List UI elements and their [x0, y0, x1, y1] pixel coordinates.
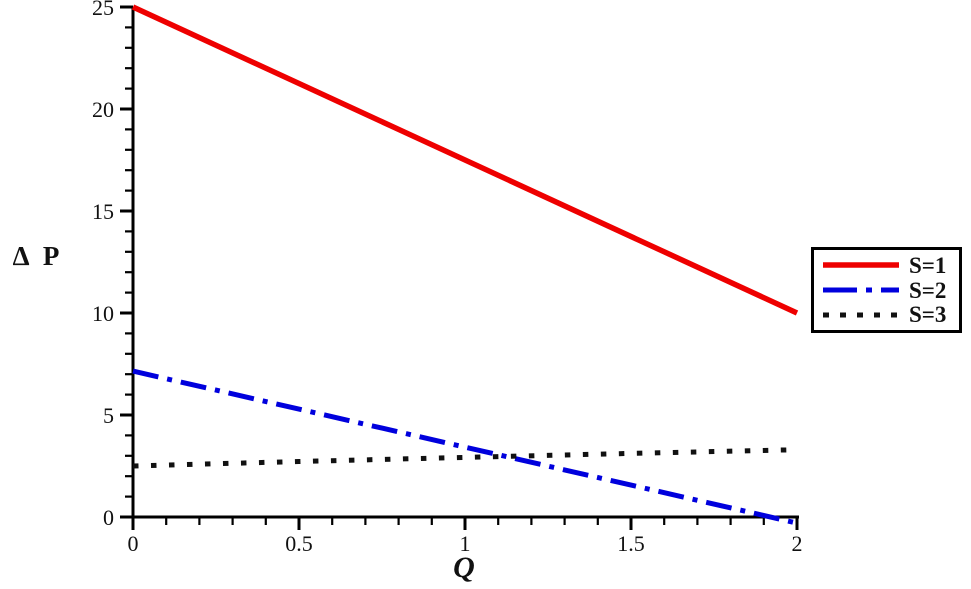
- legend-line-sample: [823, 312, 899, 318]
- series-line-s-2: [132, 368, 798, 526]
- legend-item: S=2: [821, 278, 954, 303]
- x-tick-label: 0.5: [285, 531, 313, 556]
- series-line-s-3: [132, 447, 798, 469]
- legend-item: S=1: [821, 253, 954, 278]
- legend-line-sample: [823, 262, 899, 269]
- y-axis-title: Δ P: [12, 241, 60, 271]
- x-axis-title: Q: [453, 551, 475, 584]
- y-tick-label: 10: [92, 301, 114, 326]
- series-line-s-1: [131, 4, 799, 316]
- x-tick-label: 0: [128, 531, 139, 556]
- y-tick-label: 25: [92, 0, 114, 20]
- y-tick-label: 5: [103, 403, 114, 428]
- legend-line-sample: [823, 287, 899, 293]
- legend: S=1 S=2 S=3: [811, 247, 962, 333]
- y-tick-label: 15: [92, 199, 114, 224]
- legend-item-label: S=1: [909, 252, 947, 278]
- y-tick-label: 20: [92, 97, 114, 122]
- legend-item-label: S=2: [909, 277, 947, 303]
- y-tick-label: 0: [103, 505, 114, 530]
- x-tick-label: 1.5: [617, 531, 645, 556]
- x-tick-label: 2: [792, 531, 803, 556]
- x-tick-label: 1: [460, 531, 471, 556]
- legend-item-label: S=3: [909, 302, 947, 328]
- legend-item: S=3: [821, 302, 954, 327]
